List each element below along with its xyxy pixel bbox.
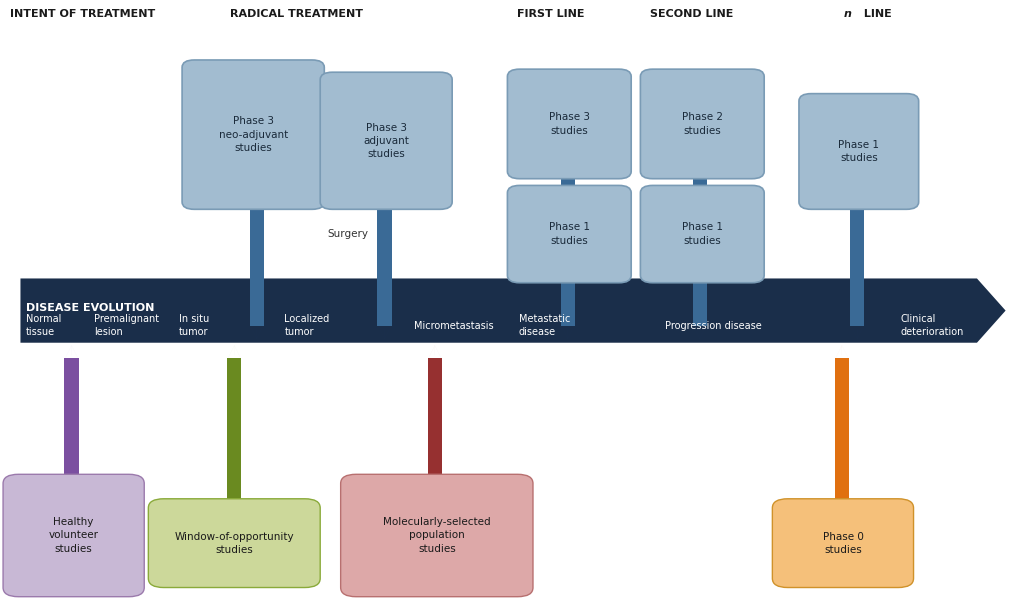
Polygon shape	[20, 278, 1006, 343]
Bar	[64, 358, 79, 483]
Text: RADICAL TREATMENT: RADICAL TREATMENT	[230, 9, 363, 19]
Text: Phase 1
studies: Phase 1 studies	[681, 223, 723, 245]
Bar	[227, 358, 241, 508]
Bar	[428, 358, 442, 483]
FancyBboxPatch shape	[772, 499, 914, 588]
Text: Phase 1
studies: Phase 1 studies	[838, 140, 880, 163]
FancyBboxPatch shape	[182, 60, 324, 209]
Text: Premalignant
lesion: Premalignant lesion	[94, 315, 160, 337]
FancyBboxPatch shape	[640, 69, 764, 179]
Bar	[835, 358, 849, 508]
Text: Phase 3
studies: Phase 3 studies	[548, 113, 590, 135]
Bar	[377, 202, 392, 326]
FancyBboxPatch shape	[507, 69, 631, 179]
Text: DISEASE EVOLUTION: DISEASE EVOLUTION	[26, 304, 153, 313]
Text: Progression disease: Progression disease	[665, 321, 762, 330]
Text: Molecularly-selected
population
studies: Molecularly-selected population studies	[383, 517, 491, 554]
FancyBboxPatch shape	[341, 474, 533, 597]
Text: In situ
tumor: In situ tumor	[179, 315, 210, 337]
Text: Healthy
volunteer
studies: Healthy volunteer studies	[49, 517, 98, 554]
Bar	[561, 275, 575, 326]
Bar	[250, 202, 264, 326]
Text: INTENT OF TREATMENT: INTENT OF TREATMENT	[10, 9, 155, 19]
Text: Micrometastasis: Micrometastasis	[414, 321, 494, 330]
Text: SECOND LINE: SECOND LINE	[650, 9, 733, 19]
Text: n: n	[844, 9, 852, 19]
Text: FIRST LINE: FIRST LINE	[517, 9, 584, 19]
Text: Localized
tumor: Localized tumor	[284, 315, 329, 337]
Text: Phase 3
adjuvant
studies: Phase 3 adjuvant studies	[363, 122, 409, 159]
Text: Phase 1
studies: Phase 1 studies	[548, 223, 590, 245]
FancyBboxPatch shape	[640, 185, 764, 283]
FancyBboxPatch shape	[148, 499, 320, 588]
Text: Clinical
deterioration: Clinical deterioration	[900, 315, 964, 337]
Text: Metastatic
disease: Metastatic disease	[519, 315, 570, 337]
FancyBboxPatch shape	[799, 94, 919, 209]
FancyBboxPatch shape	[507, 185, 631, 283]
Bar	[850, 202, 864, 326]
Text: Window-of-opportunity
studies: Window-of-opportunity studies	[175, 532, 294, 554]
FancyBboxPatch shape	[3, 474, 144, 597]
Text: Phase 3
neo-adjuvant
studies: Phase 3 neo-adjuvant studies	[219, 116, 287, 153]
Bar	[693, 275, 707, 326]
Text: Phase 2
studies: Phase 2 studies	[681, 113, 723, 135]
Text: Normal
tissue: Normal tissue	[26, 315, 61, 337]
Bar	[693, 171, 707, 263]
Text: Phase 0
studies: Phase 0 studies	[822, 532, 863, 554]
Text: LINE: LINE	[860, 9, 892, 19]
Bar	[561, 171, 575, 263]
Text: Surgery: Surgery	[327, 229, 368, 239]
FancyBboxPatch shape	[320, 72, 452, 209]
